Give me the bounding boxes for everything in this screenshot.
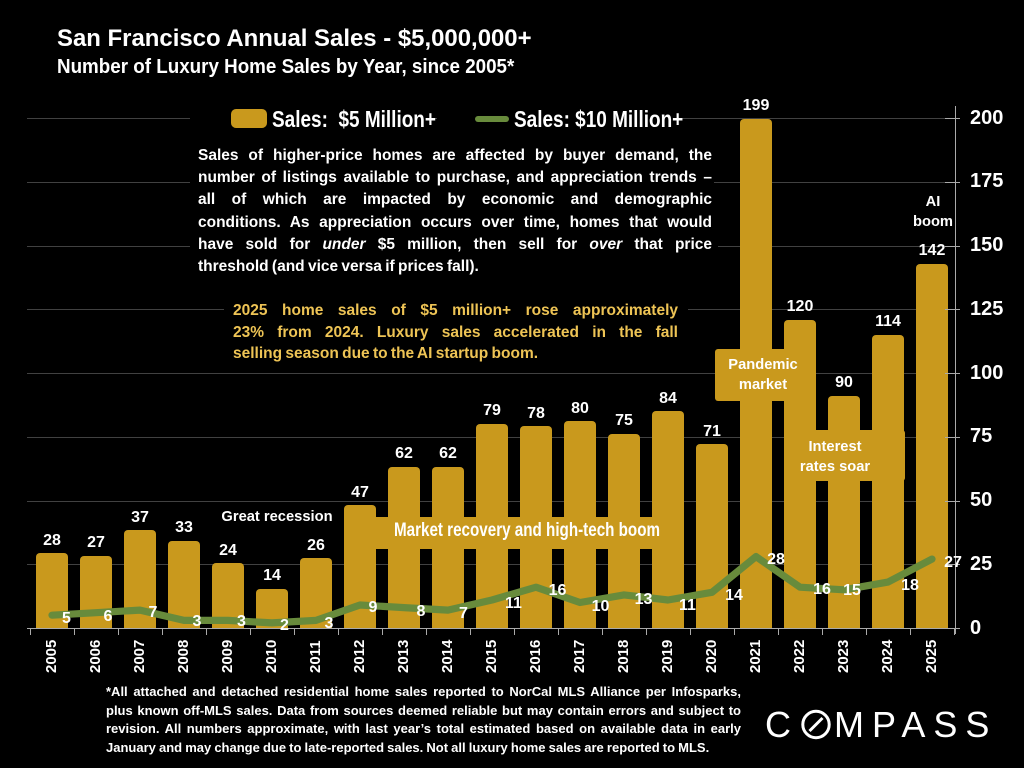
svg-text:MPASS: MPASS <box>834 705 990 745</box>
svg-text:C: C <box>765 705 799 745</box>
